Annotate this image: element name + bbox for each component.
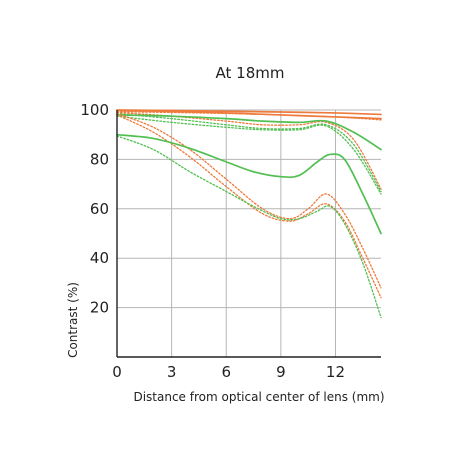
y-tick-label-20: 20 [90, 299, 109, 317]
y-tick-label-60: 60 [90, 200, 109, 218]
series-line-1 [116, 109, 382, 116]
x-tick-label-0: 0 [112, 363, 122, 381]
series-line-8 [116, 113, 382, 289]
series-line-7 [116, 115, 382, 195]
y-tick-label-80: 80 [90, 150, 109, 168]
tick-labels: 20 40 60 80 100 0 3 6 9 12 [80, 101, 345, 381]
x-tick-label-3: 3 [167, 363, 177, 381]
x-tick-label-12: 12 [326, 363, 345, 381]
x-axis-label: Distance from optical center of lens (mm… [133, 390, 384, 404]
series-line-10 [116, 133, 382, 235]
grid [117, 109, 381, 357]
y-tick-label-100: 100 [80, 101, 109, 119]
series-line-4 [116, 111, 382, 190]
series-line-11 [116, 135, 382, 319]
series-line-3 [116, 111, 382, 121]
y-axis-label: Contrast (%) [66, 282, 80, 358]
x-tick-label-9: 9 [276, 363, 286, 381]
y-tick-label-40: 40 [90, 249, 109, 267]
chart-title: At 18mm [216, 64, 285, 82]
series-line-5 [116, 114, 382, 151]
x-tick-label-6: 6 [221, 363, 231, 381]
plot-frame [116, 110, 381, 358]
series-line-6 [116, 113, 382, 193]
series-group [116, 109, 382, 319]
series-line-9 [116, 114, 382, 299]
